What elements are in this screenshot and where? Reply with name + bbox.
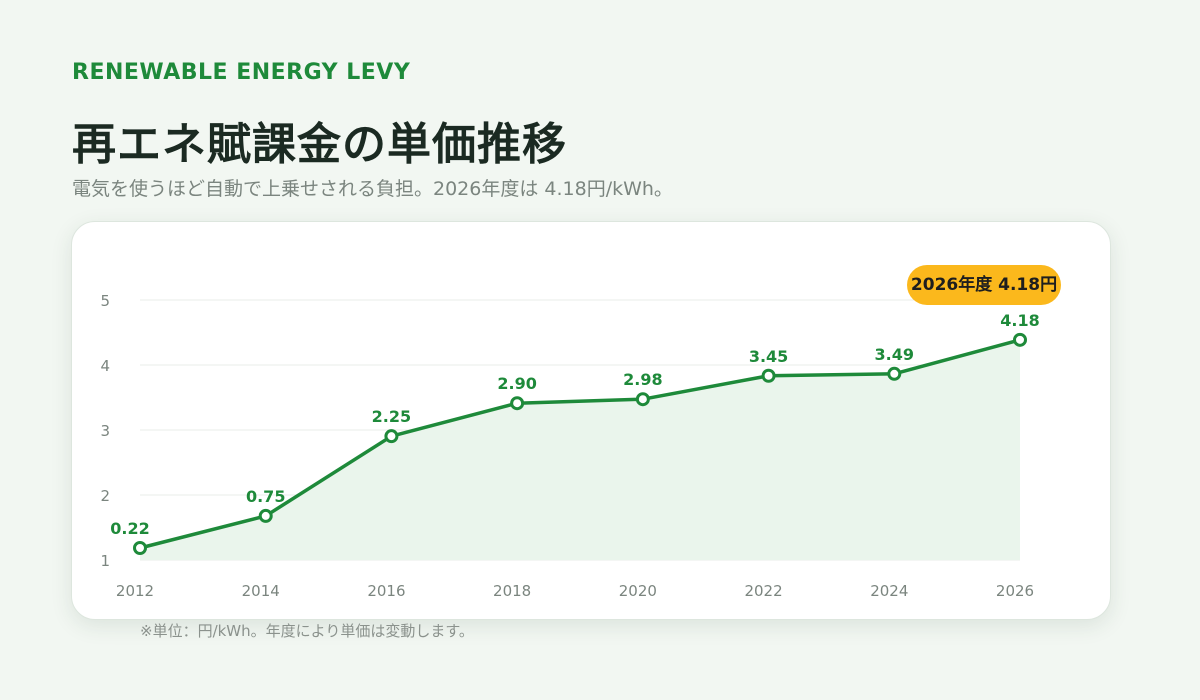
unit-footnote: ※単位：円/kWh。年度により単価は変動します。 (140, 622, 474, 640)
x-tick-label: 2018 (493, 582, 531, 600)
x-tick-label: 2014 (242, 582, 280, 600)
x-tick-label: 2020 (619, 582, 657, 600)
page-subtitle: 電気を使うほど自動で上乗せされる負担。2026年度は 4.18円/kWh。 (72, 178, 673, 200)
data-point (384, 429, 399, 444)
data-point (761, 368, 776, 383)
data-point (1013, 332, 1027, 347)
x-tick-label: 2024 (870, 582, 908, 600)
y-tick-label: 4 (100, 357, 110, 375)
highlight-callout: 2026年度 4.18円 (907, 265, 1061, 305)
data-label: 3.49 (875, 345, 914, 364)
y-tick-label: 2 (100, 487, 110, 505)
data-label: 2.90 (497, 374, 536, 393)
series-area (140, 339, 1020, 560)
data-point (510, 396, 525, 411)
data-point (258, 508, 273, 523)
data-point (887, 366, 902, 381)
page-title: 再エネ賦課金の単価推移 (72, 119, 567, 170)
series-line (138, 338, 1022, 550)
y-tick-label: 1 (100, 552, 110, 570)
y-tick-label: 5 (100, 292, 110, 310)
data-label: 2.98 (623, 370, 662, 389)
data-label: 0.75 (246, 487, 285, 506)
data-point (133, 541, 147, 555)
x-tick-label: 2012 (116, 582, 154, 600)
data-label: 3.45 (749, 347, 788, 366)
data-point (635, 392, 650, 407)
x-tick-label: 2016 (367, 582, 405, 600)
eyebrow-label: RENEWABLE ENERGY LEVY (72, 60, 411, 85)
x-tick-label: 2026 (996, 582, 1034, 600)
y-tick-label: 3 (100, 422, 110, 440)
data-label: 2.25 (372, 407, 411, 426)
data-label: 4.18 (1000, 311, 1039, 330)
x-tick-label: 2022 (744, 582, 782, 600)
data-label: 0.22 (110, 519, 149, 538)
